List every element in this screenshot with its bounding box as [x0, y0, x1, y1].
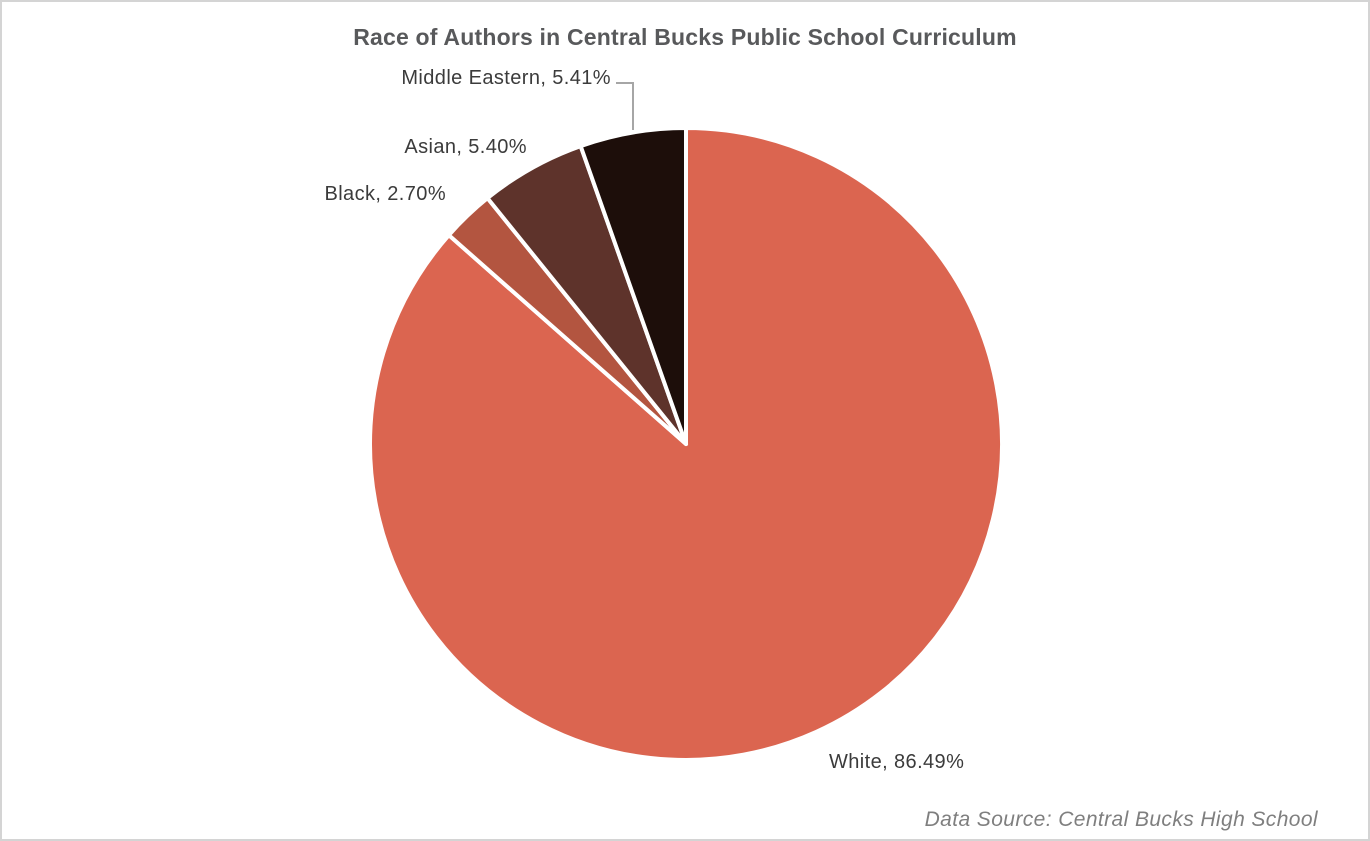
chart-title: Race of Authors in Central Bucks Public … [353, 24, 1017, 50]
data-source-note: Data Source: Central Bucks High School [924, 808, 1318, 831]
slice-label-asian: Asian, 5.40% [404, 136, 527, 158]
slice-label-black: Black, 2.70% [324, 183, 446, 205]
slice-label-white: White, 86.49% [829, 751, 965, 773]
slice-label-middle-eastern: Middle Eastern, 5.41% [401, 67, 611, 89]
pie-slice-middle-eastern [578, 126, 688, 446]
leader-line [616, 82, 634, 130]
